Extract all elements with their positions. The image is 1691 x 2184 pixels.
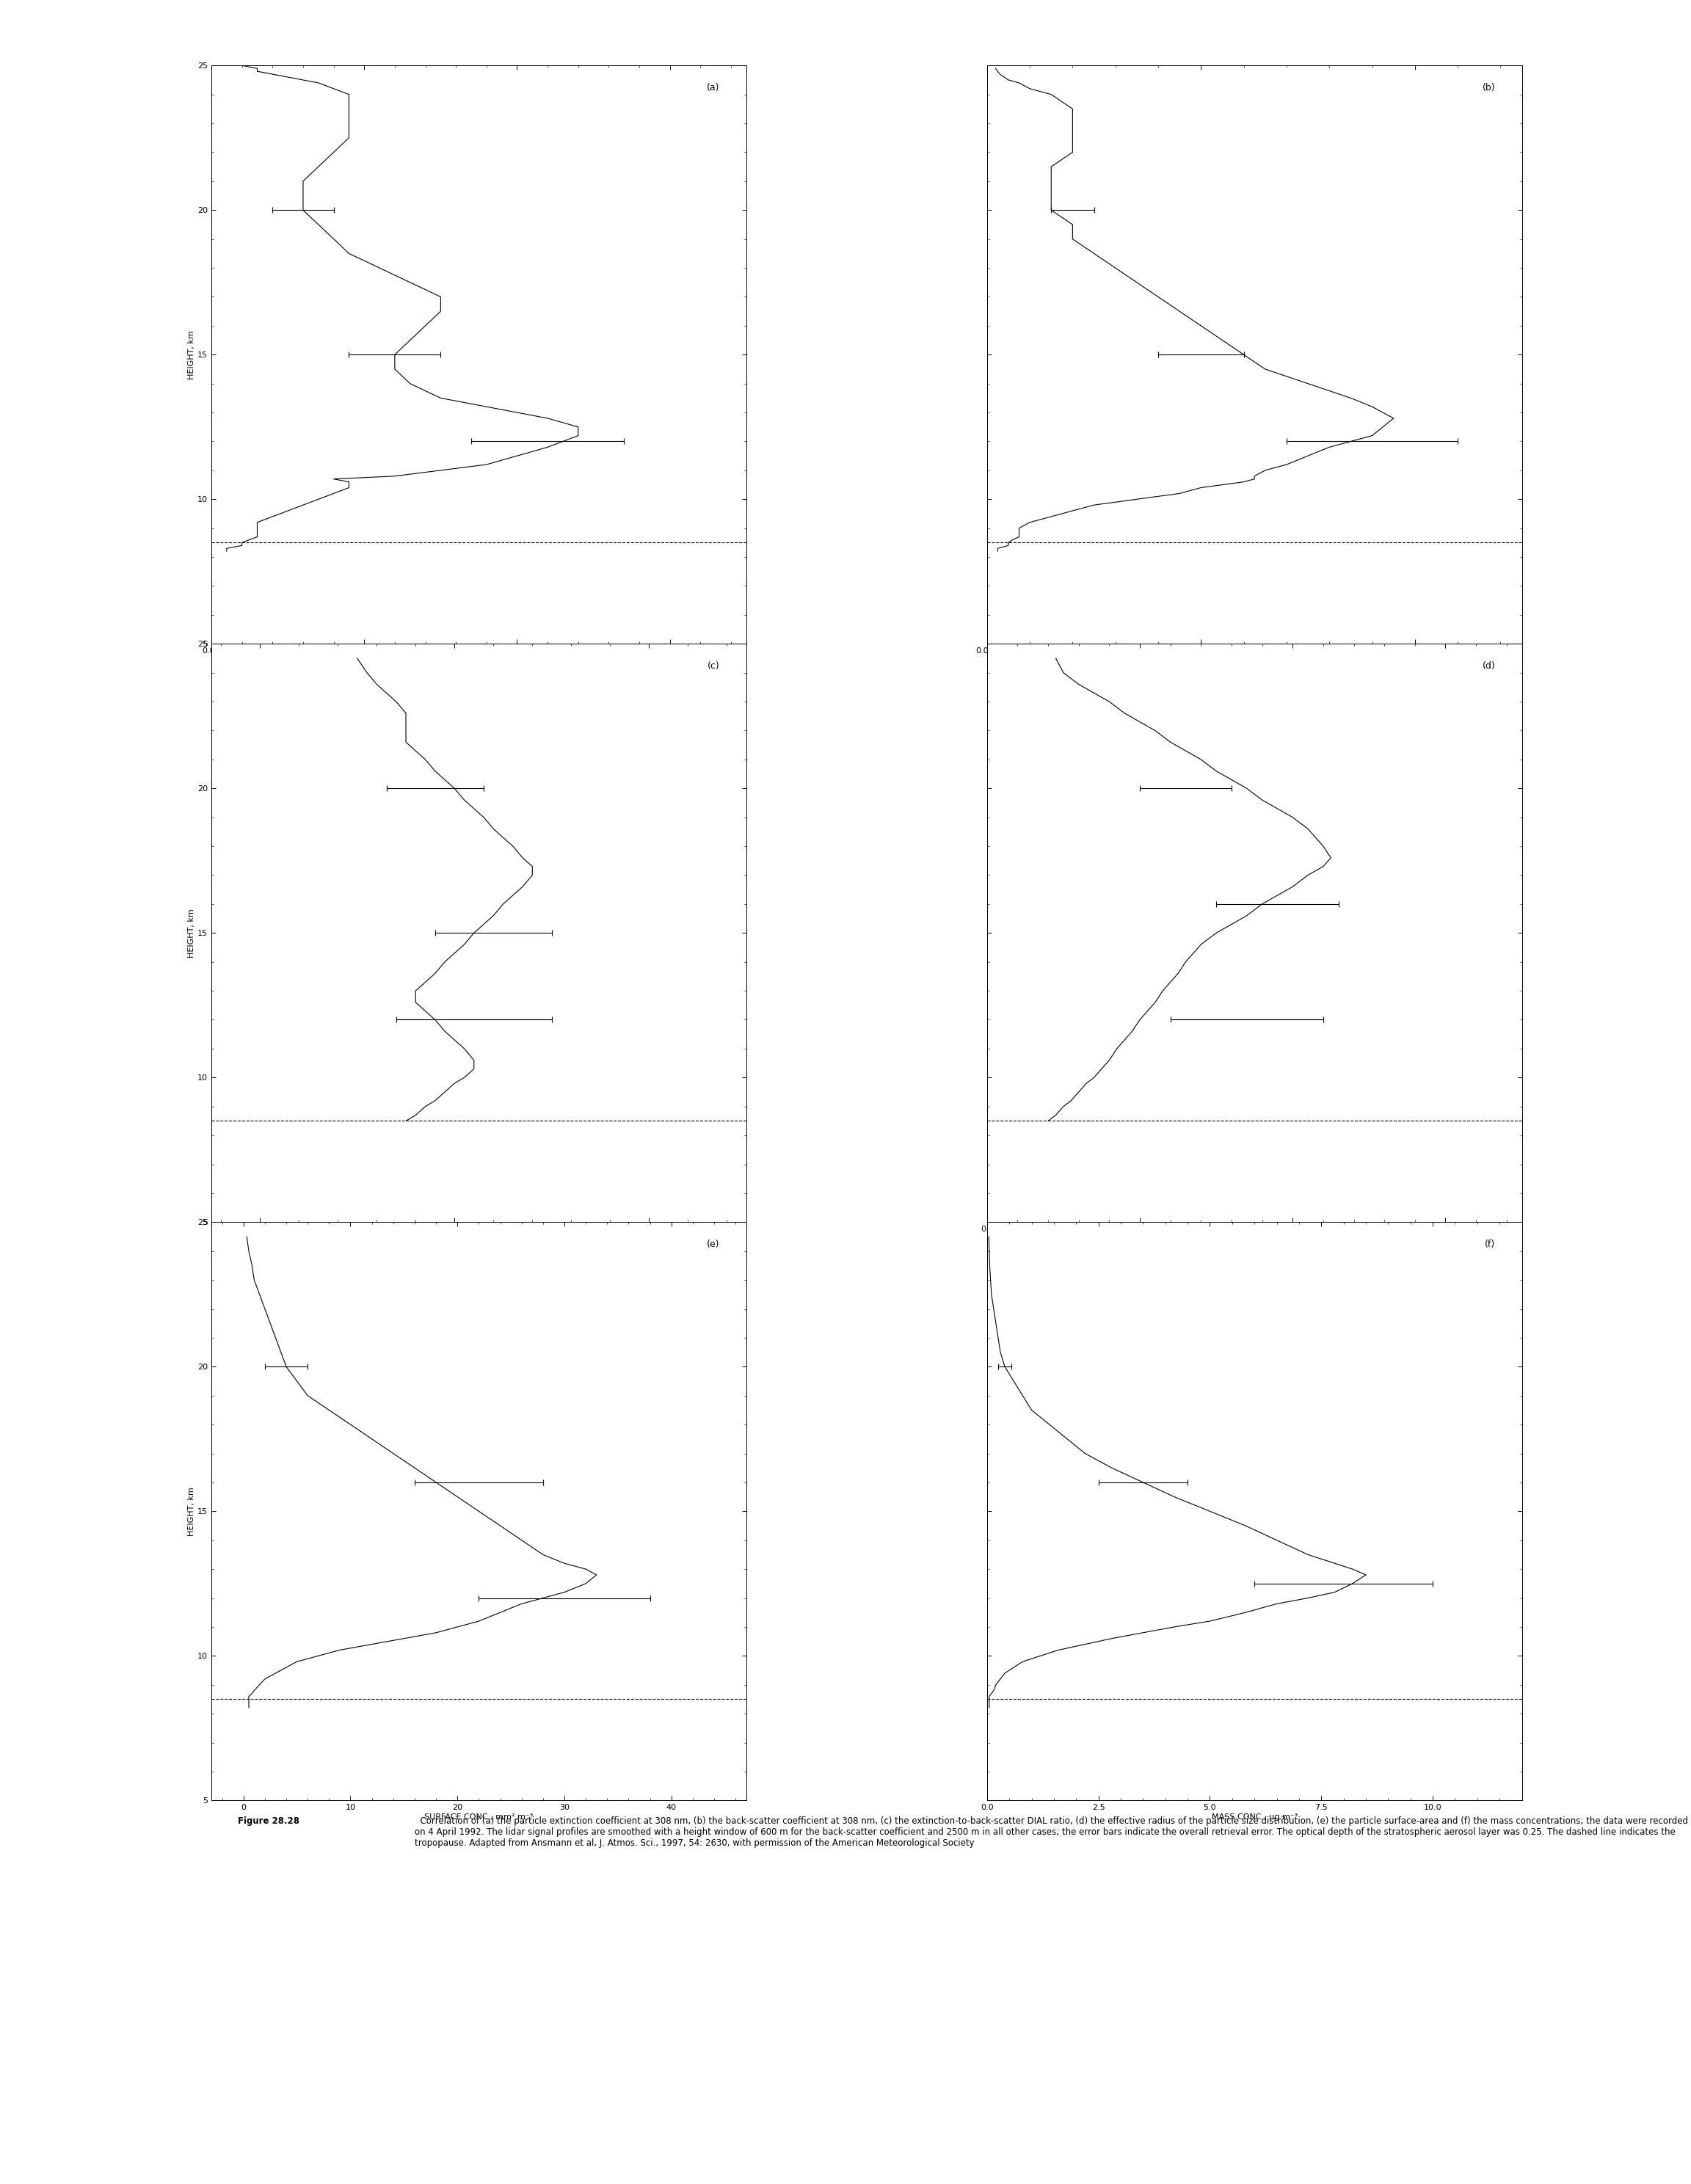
X-axis label: EXT.COEF., km⁻¹: EXT.COEF., km⁻¹ [446, 657, 512, 664]
Y-axis label: HEIGHT, km: HEIGHT, km [188, 330, 196, 380]
X-axis label: MASS CONC., μg m⁻³: MASS CONC., μg m⁻³ [1211, 1813, 1297, 1821]
Text: Figure 28.28: Figure 28.28 [237, 1817, 299, 1826]
Text: (e): (e) [707, 1241, 720, 1249]
Y-axis label: HEIGHT, km: HEIGHT, km [188, 909, 196, 957]
Text: (d): (d) [1481, 662, 1495, 670]
Y-axis label: HEIGHT, km: HEIGHT, km [188, 1487, 196, 1535]
Text: (a): (a) [707, 83, 720, 92]
X-axis label: EFF. RADIUS, μm: EFF. RADIUS, μm [1221, 1236, 1289, 1243]
Text: (c): (c) [707, 662, 720, 670]
X-axis label: BACKSC.COEF., km⁻¹sr⁻¹: BACKSC.COEF., km⁻¹sr⁻¹ [1204, 657, 1304, 664]
Text: (f): (f) [1485, 1241, 1495, 1249]
X-axis label: LIDAR RATIO, sr: LIDAR RATIO, sr [446, 1236, 511, 1243]
Text: (b): (b) [1483, 83, 1495, 92]
X-axis label: SURFACE CONC., mm² m⁻³: SURFACE CONC., mm² m⁻³ [424, 1813, 533, 1821]
Text: Correlation of (a) the particle extinction coefficient at 308 nm, (b) the back-s: Correlation of (a) the particle extincti… [414, 1817, 1688, 1848]
